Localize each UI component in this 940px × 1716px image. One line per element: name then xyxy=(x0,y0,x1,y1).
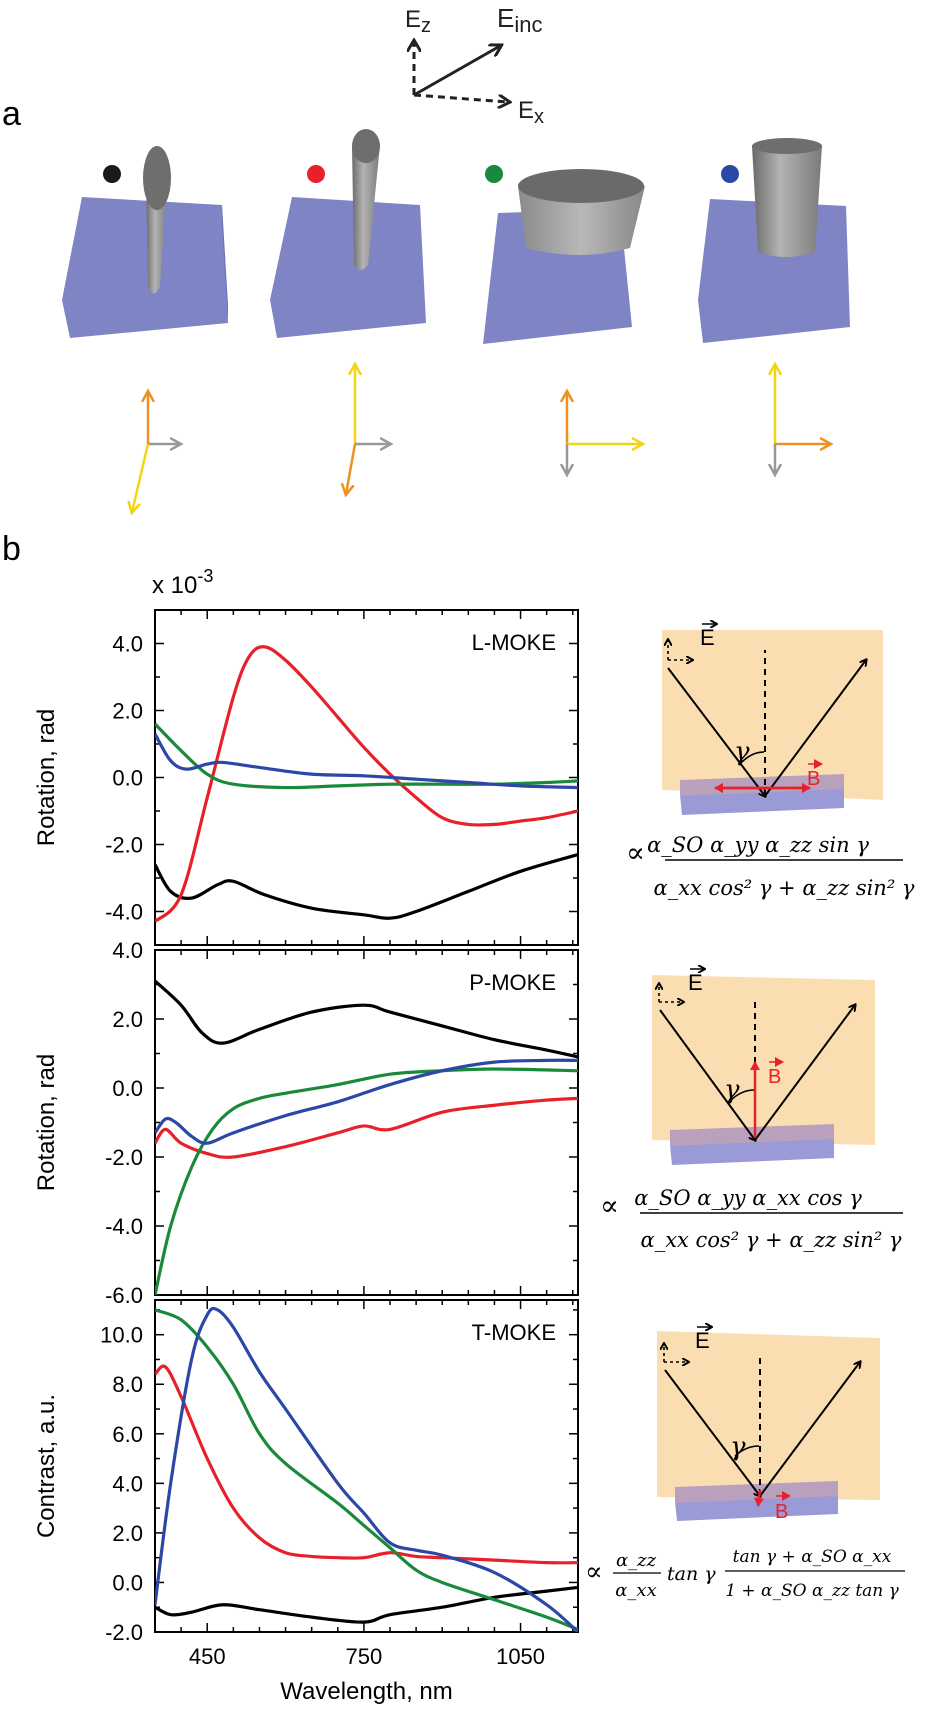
series-line-blue xyxy=(155,1058,578,1145)
series-line-green xyxy=(155,1067,578,1295)
lmoke-diagram: E γ B xyxy=(662,624,883,815)
svg-text:∝: ∝ xyxy=(585,1557,603,1587)
y-tick-label: -2.0 xyxy=(105,1145,143,1170)
chart-title: P-MOKE xyxy=(469,970,556,995)
axes-2 xyxy=(346,365,390,494)
series-line-red xyxy=(155,645,578,923)
svg-text:tan γ + α_SO α_xx: tan γ + α_SO α_xx xyxy=(733,1547,892,1567)
structure-wide-disk xyxy=(483,165,645,344)
y-tick-label: 10.0 xyxy=(100,1323,143,1348)
chart-title: L-MOKE xyxy=(472,630,556,655)
red-marker xyxy=(307,165,325,183)
svg-text:α_xx: α_xx xyxy=(615,1580,656,1601)
e-field-label: E xyxy=(688,970,703,995)
svg-text:α_SO α_yy α_xx cos γ: α_SO α_yy α_xx cos γ xyxy=(634,1186,862,1210)
series-line-black xyxy=(155,979,578,1059)
tmoke-formula: ∝ α_zz α_xx tan γ tan γ + α_SO α_xx 1 + … xyxy=(585,1547,905,1601)
pmoke-diagram: E γ B xyxy=(652,969,875,1165)
e-field-label: E xyxy=(700,625,715,650)
y-axis-label: Contrast, a.u. xyxy=(33,1394,60,1538)
series-line-red xyxy=(155,1364,578,1565)
y-tick-label: 4.0 xyxy=(112,1471,143,1496)
einc-label: Einc xyxy=(497,3,542,37)
svg-text:1 + α_SO α_zz tan γ: 1 + α_SO α_zz tan γ xyxy=(725,1581,899,1601)
x-tick-label: 750 xyxy=(346,1644,383,1669)
panel-b-label: b xyxy=(2,530,21,568)
structure-vertical-rod xyxy=(270,129,426,338)
axes-3 xyxy=(567,392,642,474)
b-field-label: B xyxy=(807,768,820,790)
charts: 4.0 2.0 0.0 -2.0 -4.0 L-MOKE Rotation, rad 4.0 2… xyxy=(33,609,579,1705)
panel-a-label: a xyxy=(2,95,21,133)
series-line-red xyxy=(155,1096,578,1159)
green-marker xyxy=(485,165,503,183)
y-tick-label: 6.0 xyxy=(112,1422,143,1447)
x-tick-label: 450 xyxy=(189,1644,226,1669)
ez-label: Ez xyxy=(405,6,431,37)
blue-marker xyxy=(721,165,739,183)
y-tick-label: -4.0 xyxy=(105,1214,143,1239)
chart-l-moke: 4.0 2.0 0.0 -2.0 -4.0 L-MOKE Rotation, rad xyxy=(33,609,579,946)
y-tick-label: -2.0 xyxy=(105,833,143,858)
x-axis-label: Wavelength, nm xyxy=(280,1678,453,1705)
svg-text:tan γ: tan γ xyxy=(667,1563,716,1585)
y-tick-label: 0.0 xyxy=(112,1570,143,1595)
y-tick-label: 0.0 xyxy=(112,1076,143,1101)
axes-4 xyxy=(775,365,830,474)
series-line-blue xyxy=(155,1306,578,1632)
svg-text:α_xx cos² γ + α_zz sin² γ: α_xx cos² γ + α_zz sin² γ xyxy=(654,876,915,900)
svg-text:∝: ∝ xyxy=(626,836,645,869)
y-tick-label: 4.0 xyxy=(112,938,143,963)
plot-frame xyxy=(154,1299,579,1633)
gamma-label: γ xyxy=(724,1075,740,1105)
lmoke-formula: ∝ α_SO α_yy α_zz sin γ α_xx cos² γ + α_z… xyxy=(626,833,915,900)
y-tick-label: -6.0 xyxy=(105,1283,143,1308)
axes-1 xyxy=(132,392,180,512)
series-line-black xyxy=(155,1585,578,1624)
ex-label: Ex xyxy=(518,97,544,128)
y-tick-label: -4.0 xyxy=(105,900,143,925)
gamma-label: γ xyxy=(730,1432,746,1462)
y-tick-label: 4.0 xyxy=(112,632,143,657)
svg-text:∝: ∝ xyxy=(600,1189,619,1222)
y-tick-label: 0.0 xyxy=(112,766,143,791)
field-legend: Ez Einc Ex xyxy=(405,3,544,128)
y-tick-label: 2.0 xyxy=(112,1521,143,1546)
svg-text:α_SO α_yy α_zz sin γ: α_SO α_yy α_zz sin γ xyxy=(647,833,869,857)
pmoke-formula: ∝ α_SO α_yy α_xx cos γ α_xx cos² γ + α_z… xyxy=(600,1186,903,1252)
b-field-label: B xyxy=(775,1501,788,1523)
e-field-label: E xyxy=(695,1328,710,1353)
series-line-black xyxy=(155,853,578,920)
y-axis-label: Rotation, rad xyxy=(33,1054,60,1191)
black-marker xyxy=(103,165,121,183)
svg-text:α_zz: α_zz xyxy=(616,1550,657,1571)
gamma-label: γ xyxy=(734,737,750,767)
y-tick-label: -2.0 xyxy=(105,1620,143,1645)
chart-title: T-MOKE xyxy=(472,1320,556,1345)
series-line-blue xyxy=(155,733,578,790)
y-tick-label: 8.0 xyxy=(112,1372,143,1397)
y-axis-label: Rotation, rad xyxy=(33,709,60,846)
structure-tilted-rod xyxy=(62,146,228,338)
chart-t-moke: 10.0 8.0 6.0 4.0 2.0 0.0 -2.0 450 750 1050 T-MOKE C… xyxy=(33,1299,579,1705)
y-tick-label: 2.0 xyxy=(112,1007,143,1032)
b-field-label: B xyxy=(768,1066,781,1088)
x-tick-label: 1050 xyxy=(496,1644,545,1669)
tmoke-diagram: E γ B xyxy=(657,1327,880,1523)
multiplier-label: x 10-3 xyxy=(152,566,213,599)
svg-text:α_xx cos² γ + α_zz sin² γ: α_xx cos² γ + α_zz sin² γ xyxy=(641,1228,902,1252)
y-tick-label: 2.0 xyxy=(112,699,143,724)
chart-p-moke: 4.0 2.0 0.0 -2.0 -4.0 -6.0 P-MOKE Rotation, rad xyxy=(33,938,579,1308)
series-line-green xyxy=(155,1308,578,1632)
structure-short-cylinder xyxy=(698,138,850,343)
